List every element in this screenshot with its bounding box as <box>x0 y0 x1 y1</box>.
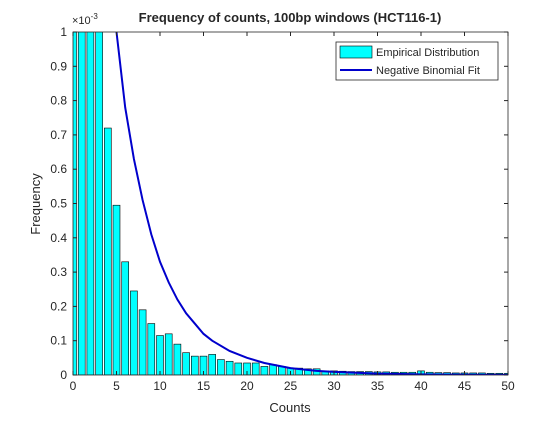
y-tick-label: 0 <box>60 368 67 382</box>
x-axis-label: Counts <box>269 400 311 415</box>
x-tick-label: 50 <box>501 379 515 393</box>
y-multiplier: ×10-3 <box>72 12 98 27</box>
bar <box>251 362 260 375</box>
bar <box>86 32 95 375</box>
bar <box>173 343 182 375</box>
y-tick-label: 0.7 <box>50 128 67 142</box>
y-tick-label: 0.2 <box>50 299 67 313</box>
y-axis-label: Frequency <box>28 173 43 235</box>
x-tick-label: 25 <box>284 379 298 393</box>
multiplier-base: ×10 <box>72 15 91 27</box>
bar <box>225 360 234 375</box>
x-tick-label: 35 <box>371 379 385 393</box>
x-tick-label: 10 <box>153 379 167 393</box>
x-tick-label: 30 <box>327 379 341 393</box>
bar <box>77 32 86 375</box>
bar <box>112 204 121 375</box>
x-tick-label: 20 <box>240 379 254 393</box>
multiplier-exponent: -3 <box>91 12 99 21</box>
bar <box>208 354 216 375</box>
bar <box>104 127 112 375</box>
x-tick-label: 40 <box>414 379 428 393</box>
bar <box>138 309 147 375</box>
legend-swatch <box>339 45 373 59</box>
bar <box>191 355 199 375</box>
y-tick-label: 0.6 <box>50 162 67 176</box>
axes: 0 5 10 15 20 25 30 35 40 45 50 0 0.1 0.2 0.3 0.4 0.5 0.6 0… <box>50 25 515 393</box>
bar <box>217 359 225 375</box>
legend-label: Empirical Distribution <box>376 47 479 59</box>
bar <box>269 364 277 375</box>
bar <box>95 32 103 375</box>
bar <box>130 290 138 375</box>
bar <box>234 362 243 375</box>
bar <box>156 335 164 375</box>
bar <box>260 366 269 375</box>
plot-area <box>73 32 508 375</box>
fit-line <box>115 32 508 375</box>
y-tick-label: 0.9 <box>50 59 67 73</box>
y-tick-label: 0.1 <box>50 334 67 348</box>
bar <box>147 323 156 375</box>
x-tick-label: 5 <box>113 379 120 393</box>
y-tick-label: 0.8 <box>50 94 67 108</box>
x-tick-label: 45 <box>458 379 472 393</box>
y-tick-label: 0.5 <box>50 197 67 211</box>
y-tick-label: 1 <box>60 25 67 39</box>
chart-title: Frequency of counts, 100bp windows (HCT1… <box>139 10 442 25</box>
bar <box>164 333 173 375</box>
y-tick-label: 0.4 <box>50 231 67 245</box>
x-tick-label: 15 <box>197 379 211 393</box>
bar <box>182 352 190 375</box>
bar <box>121 261 129 375</box>
x-tick-label: 0 <box>70 379 77 393</box>
legend-label: Negative Binomial Fit <box>376 65 480 77</box>
bar <box>199 355 208 375</box>
y-tick-label: 0.3 <box>50 265 67 279</box>
